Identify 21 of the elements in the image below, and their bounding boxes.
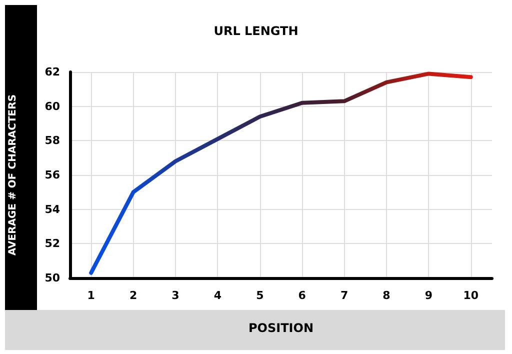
y-axis-title: AVERAGE # OF CHARACTERS [8,94,18,256]
x-tick-label: 3 [172,289,180,302]
y-tick-label: 50 [44,272,60,284]
y-tick-label: 62 [44,66,60,78]
y-tick-label: 54 [44,202,60,216]
x-tick-label: 10 [463,289,479,302]
x-tick-label: 5 [256,289,264,302]
x-tick-label: 4 [214,289,222,302]
x-tick-label: 9 [424,289,433,302]
y-tick-label: 60 [44,100,60,113]
x-tick-label: 1 [87,289,95,302]
y-tick-label: 56 [44,168,60,182]
y-tick-label: 52 [44,237,60,250]
chart-title: URL LENGTH [214,24,298,38]
x-tick-label: 6 [298,289,306,302]
line-series [89,72,473,275]
y-tick-label: 58 [44,134,60,148]
x-tick-label: 8 [382,289,390,302]
x-axis-title: POSITION [248,321,314,335]
x-tick-label: 7 [340,289,348,302]
x-tick-label: 2 [129,289,138,302]
